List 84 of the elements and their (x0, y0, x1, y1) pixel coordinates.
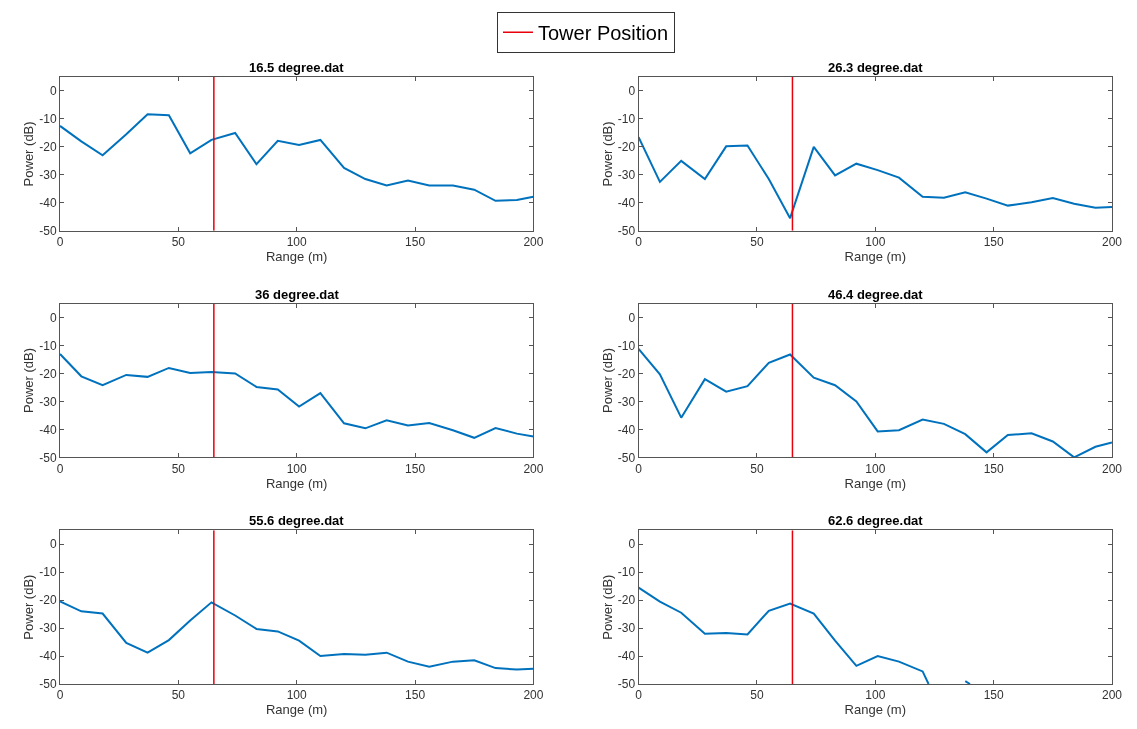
y-tick-label: -10 (39, 565, 57, 580)
x-tick-label: 150 (405, 235, 426, 250)
x-tick-label: 150 (983, 461, 1004, 476)
x-tick-label: 100 (286, 461, 308, 476)
line-series (638, 347, 1112, 458)
y-tick-label: -50 (39, 677, 57, 692)
x-tick-label: 150 (405, 688, 426, 703)
y-tick-label: -40 (39, 196, 57, 211)
y-axis-title: Power (dB) (599, 574, 615, 640)
x-tick-label: 150 (983, 235, 1004, 250)
chart-title: 36 degree.dat (255, 287, 340, 302)
x-tick-label: 200 (523, 688, 544, 703)
y-tick-label: -10 (617, 565, 636, 580)
y-tick-label: -30 (617, 394, 636, 409)
y-tick-label: -40 (617, 649, 636, 664)
y-tick-label: -40 (617, 196, 636, 211)
x-tick-label: 50 (750, 461, 764, 476)
y-tick-label: -20 (39, 140, 57, 155)
y-tick-label: -50 (617, 450, 636, 465)
y-tick-label: -20 (617, 140, 636, 155)
y-tick-label: -50 (617, 677, 636, 692)
y-tick-label: -50 (617, 223, 636, 238)
y-axis-title: Power (dB) (599, 347, 615, 414)
y-tick-label: -40 (39, 649, 57, 664)
chart-title: 26.3 degree.dat (828, 60, 924, 75)
x-tick-label: 150 (983, 688, 1004, 703)
y-tick-label: 0 (49, 537, 57, 552)
chart-title: 55.6 degree.dat (249, 513, 345, 528)
y-tick-label: 0 (49, 84, 57, 99)
y-tick-label: -40 (39, 422, 57, 437)
chart-title: 46.4 degree.dat (828, 287, 924, 302)
y-tick-label: -10 (39, 338, 57, 353)
y-tick-label: -20 (617, 593, 636, 608)
x-tick-label: 50 (750, 688, 764, 703)
chart-title: 62.6 degree.dat (828, 513, 924, 528)
y-axis-title: Power (dB) (21, 574, 37, 640)
line-series (638, 136, 1112, 220)
x-tick-label: 200 (523, 461, 544, 476)
y-tick-label: 0 (628, 310, 636, 325)
y-tick-label: -20 (617, 366, 636, 381)
line-series (60, 600, 534, 671)
x-tick-label: 50 (171, 461, 186, 476)
y-tick-label: -40 (617, 422, 636, 437)
y-tick-label: -30 (617, 168, 636, 183)
y-tick-label: -30 (39, 394, 57, 409)
y-tick-label: -20 (39, 366, 57, 381)
y-tick-label: -50 (39, 450, 57, 465)
x-tick-label: 50 (171, 235, 186, 250)
x-tick-label: 100 (286, 688, 308, 703)
y-tick-label: -10 (617, 338, 636, 353)
x-tick-label: 100 (865, 688, 886, 703)
x-tick-label: 200 (523, 235, 544, 250)
y-axis-title: Power (dB) (21, 347, 37, 414)
y-tick-label: 0 (628, 84, 636, 99)
x-axis-title: Range (m) (844, 249, 907, 265)
x-axis-title: Range (m) (265, 249, 328, 265)
x-axis-title: Range (m) (265, 702, 328, 718)
y-tick-label: -30 (39, 168, 57, 183)
x-tick-label: 50 (750, 235, 764, 250)
legend-label: Tower Position (538, 22, 669, 45)
x-axis-title: Range (m) (844, 475, 907, 491)
y-tick-label: 0 (628, 537, 636, 552)
x-tick-label: 100 (865, 235, 886, 250)
y-tick-label: -10 (617, 112, 636, 127)
y-tick-label: -50 (39, 223, 57, 238)
x-axis-title: Range (m) (844, 702, 907, 718)
x-tick-label: 200 (1101, 235, 1123, 250)
line-series (60, 113, 534, 202)
y-tick-label: -20 (39, 593, 57, 608)
y-axis-title: Power (dB) (21, 121, 37, 187)
y-axis-title: Power (dB) (599, 121, 615, 187)
x-tick-label: 50 (171, 688, 186, 703)
y-tick-label: -30 (39, 621, 57, 636)
y-tick-label: -30 (617, 621, 636, 636)
x-tick-label: 100 (865, 461, 886, 476)
y-tick-label: 0 (49, 310, 57, 325)
chart-title: 16.5 degree.dat (249, 60, 345, 75)
line-series (60, 352, 534, 439)
x-tick-label: 200 (1101, 461, 1123, 476)
x-tick-label: 200 (1101, 688, 1123, 703)
y-tick-label: -10 (39, 112, 57, 127)
x-tick-label: 100 (286, 235, 308, 250)
x-axis-title: Range (m) (265, 475, 328, 491)
x-tick-label: 150 (405, 461, 426, 476)
